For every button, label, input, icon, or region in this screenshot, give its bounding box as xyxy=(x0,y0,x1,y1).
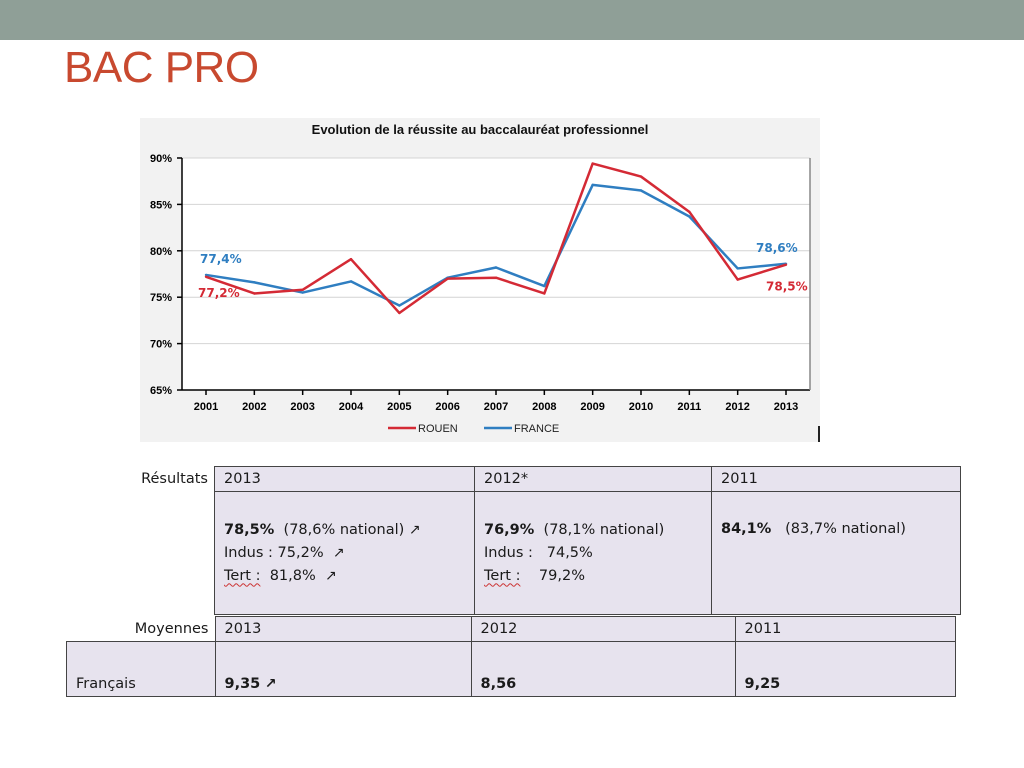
x-tick-label: 2005 xyxy=(387,401,411,413)
moyennes-label: Moyennes xyxy=(66,616,215,642)
text-cursor xyxy=(818,426,820,442)
moyennes-header-2013: 2013 xyxy=(214,616,472,642)
data-point-france xyxy=(688,215,691,218)
moyennes-cell-2012: 8,56 xyxy=(470,641,736,697)
up-right-arrow-icon: ↗ xyxy=(264,676,277,692)
data-point-rouen xyxy=(543,292,546,295)
data-point-rouen xyxy=(591,162,594,165)
x-tick-label: 2004 xyxy=(339,401,364,413)
x-tick-label: 2003 xyxy=(290,401,314,413)
x-tick-label: 2002 xyxy=(242,401,266,413)
data-point-france xyxy=(543,284,546,288)
data-point-rouen xyxy=(494,276,498,279)
data-point-rouen xyxy=(736,278,739,281)
chart-svg: 65% 70% 75% 80% 85% 90% 2001 2002 2003 2004 2005 20… xyxy=(150,122,811,435)
line-chart: 65% 70% 75% 80% 85% 90% 2001 2002 2003 2004 2005 20… xyxy=(140,118,820,442)
slide-title: BAC PRO xyxy=(64,43,259,92)
up-right-arrow-icon: ↗ xyxy=(408,521,421,538)
data-point-rouen xyxy=(253,292,256,295)
data-label: 78,5% xyxy=(766,280,808,294)
y-tick-label: 65% xyxy=(150,385,172,397)
data-point-france xyxy=(736,267,739,270)
x-tick-label: 2011 xyxy=(677,401,701,413)
data-point-rouen xyxy=(639,175,643,178)
res-2012-indus-label: Indus : xyxy=(484,544,533,561)
data-label: 77,4% xyxy=(200,252,242,266)
x-tick-label: 2010 xyxy=(629,401,653,413)
data-label: 77,2% xyxy=(198,286,240,300)
y-tick-label: 80% xyxy=(150,246,172,258)
moy-2013-value: 9,35 xyxy=(224,676,261,692)
plot-area xyxy=(182,158,810,390)
res-2013-tert-value: 81,8% xyxy=(269,567,316,584)
resultats-header-2011: 2011 xyxy=(711,466,961,492)
data-point-france xyxy=(591,183,594,187)
resultats-cell-2012: 76,9% (78,1% national) Indus : 74,5% Ter… xyxy=(474,491,712,615)
res-2012-tert-label: Tert : xyxy=(484,567,521,584)
res-2011-national: (83,7% national) xyxy=(785,521,906,537)
moyennes-cell-2011: 9,25 xyxy=(734,641,956,697)
resultats-cell-2011: 84,1% (83,7% national) xyxy=(711,491,961,615)
data-point-rouen xyxy=(784,263,788,266)
res-2013-main: 78,5% xyxy=(224,521,275,538)
res-2012-national: (78,1% national) xyxy=(543,521,665,538)
y-tick-label: 70% xyxy=(150,339,172,351)
resultats-cell-2013: 78,5% (78,6% national) ↗ Indus : 75,2% ↗… xyxy=(214,491,475,615)
data-point-rouen xyxy=(349,257,353,261)
up-right-arrow-icon: ↗ xyxy=(324,567,337,584)
x-tick-label: 2006 xyxy=(435,401,459,413)
data-point-france xyxy=(639,189,643,192)
res-2013-national: (78,6% national) xyxy=(283,521,405,538)
moyennes-cell-2013: 9,35 ↗ xyxy=(214,641,472,697)
y-tick-label: 75% xyxy=(150,292,172,304)
top-banner xyxy=(0,0,1024,40)
res-2012-indus-value: 74,5% xyxy=(546,544,593,561)
res-2013-tert-label: Tert : xyxy=(224,567,261,584)
data-point-france xyxy=(253,281,256,284)
resultats-blank xyxy=(66,491,215,615)
data-point-france xyxy=(204,273,208,277)
resultats-table: Résultats 2013 2012* 2011 78,5% (78,6% n… xyxy=(66,466,961,615)
resultats-label: Résultats xyxy=(66,466,215,492)
x-tick-label: 2012 xyxy=(725,401,749,413)
resultats-header-2012: 2012* xyxy=(474,466,712,492)
x-tick-label: 2007 xyxy=(484,401,508,413)
data-point-rouen xyxy=(204,275,208,278)
chart-title: Evolution de la réussite au baccalauréat… xyxy=(312,122,649,137)
up-right-arrow-icon: ↗ xyxy=(332,544,345,561)
data-point-rouen xyxy=(446,277,449,280)
moy-2012-value: 8,56 xyxy=(480,676,517,692)
y-tick-label: 90% xyxy=(150,153,172,165)
x-tick-label: 2008 xyxy=(532,401,556,413)
legend-label: FRANCE xyxy=(514,423,559,435)
data-point-rouen xyxy=(688,210,691,214)
data-point-rouen xyxy=(301,288,304,291)
moyennes-header-2012: 2012 xyxy=(470,616,736,642)
x-tick-label: 2001 xyxy=(194,401,218,413)
data-point-rouen xyxy=(398,311,401,315)
moyennes-header-2011: 2011 xyxy=(734,616,956,642)
resultats-header-2013: 2013 xyxy=(214,466,475,492)
moyennes-row-label: Français xyxy=(66,641,216,697)
res-2013-indus-value: 75,2% xyxy=(277,544,324,561)
data-point-france xyxy=(398,304,401,307)
x-tick-label: 2013 xyxy=(774,401,798,413)
res-2012-main: 76,9% xyxy=(484,521,535,538)
legend-label: ROUEN xyxy=(418,423,458,435)
x-tick-label: 2009 xyxy=(580,401,604,413)
data-point-france xyxy=(494,266,498,269)
res-2012-tert-value: 79,2% xyxy=(538,567,585,584)
data-point-france xyxy=(349,280,353,283)
res-2011-main: 84,1% xyxy=(721,521,772,537)
moyennes-table: Moyennes 2013 2012 2011 Français 9,35 ↗ … xyxy=(66,616,956,697)
moy-2011-value: 9,25 xyxy=(744,676,781,692)
y-tick-label: 85% xyxy=(150,199,172,211)
data-label: 78,6% xyxy=(756,241,798,255)
res-2013-indus-label: Indus : xyxy=(224,544,273,561)
data-point-france xyxy=(301,291,304,294)
